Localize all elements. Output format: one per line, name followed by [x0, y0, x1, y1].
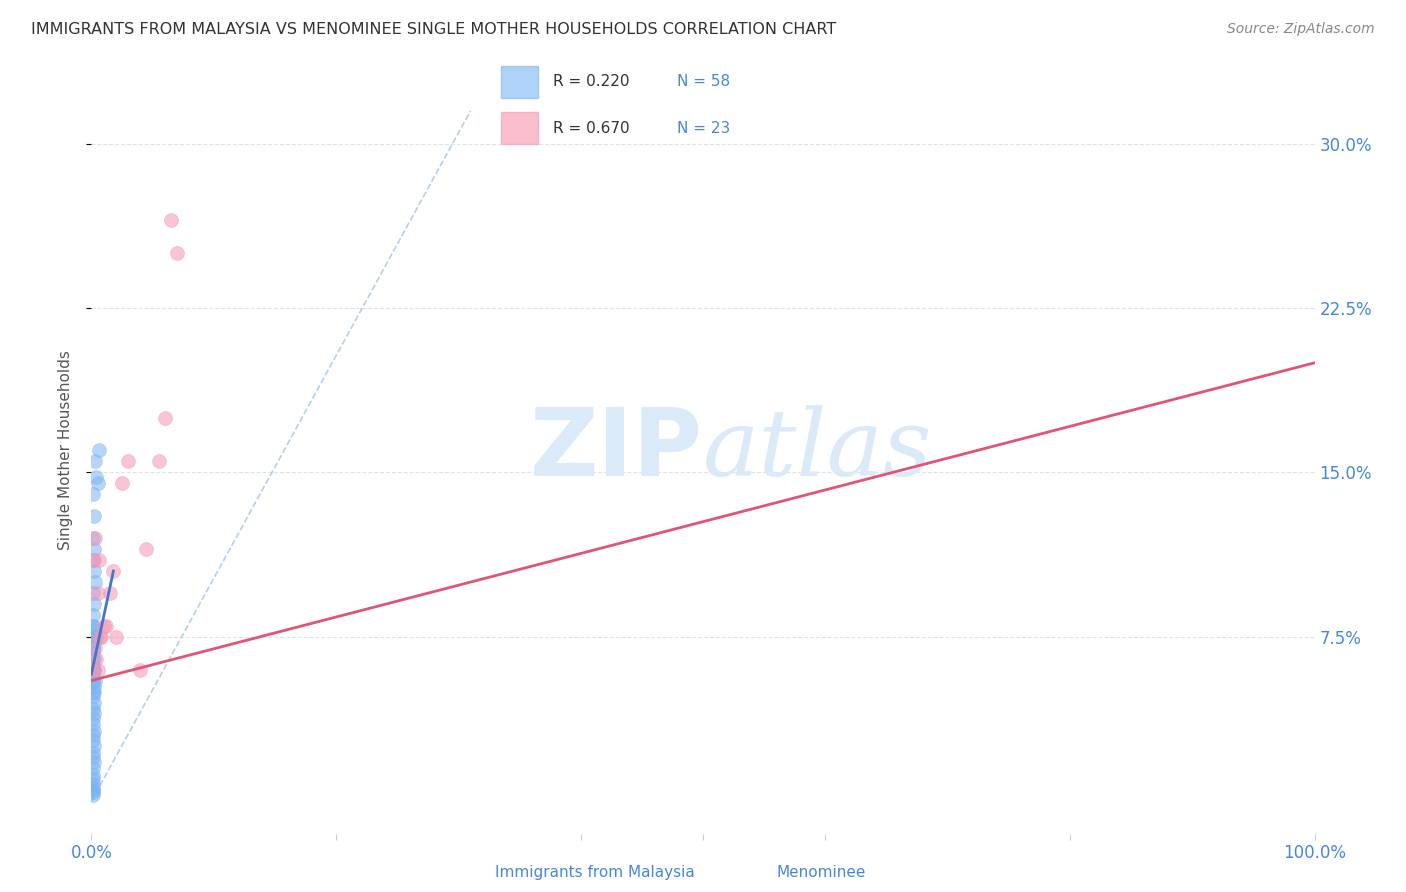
Point [87, 443, 110, 458]
Point [84, 574, 107, 589]
Point [83, 597, 105, 611]
Text: IMMIGRANTS FROM MALAYSIA VS MENOMINEE SINGLE MOTHER HOUSEHOLDS CORRELATION CHART: IMMIGRANTS FROM MALAYSIA VS MENOMINEE SI… [31, 22, 837, 37]
Text: Source: ZipAtlas.com: Source: ZipAtlas.com [1227, 22, 1375, 37]
Point [82, 717, 104, 731]
Point [82, 630, 104, 644]
Point [135, 542, 157, 557]
Point [83, 663, 105, 677]
Point [82, 788, 104, 802]
Point [98, 586, 121, 600]
Point [148, 454, 170, 468]
Point [94, 619, 117, 633]
Point [103, 564, 125, 578]
Point [83, 509, 105, 524]
Point [83, 724, 105, 739]
Point [160, 213, 183, 227]
Point [166, 246, 188, 260]
Text: N = 23: N = 23 [676, 120, 730, 136]
Point [83, 739, 105, 754]
Point [89, 630, 111, 644]
Point [83, 684, 105, 698]
Point [82, 645, 104, 659]
Point [90, 630, 112, 644]
Y-axis label: Single Mother Households: Single Mother Households [58, 351, 73, 550]
Point [82, 776, 104, 790]
Point [83, 663, 105, 677]
Point [82, 732, 104, 747]
Text: Menominee: Menominee [776, 865, 866, 880]
Point [83, 636, 105, 650]
Point [82, 630, 104, 644]
Point [82, 761, 104, 775]
Point [82, 607, 104, 622]
Point [83, 755, 105, 769]
Text: atlas: atlas [703, 406, 932, 495]
Point [82, 673, 104, 688]
Point [84, 630, 107, 644]
Point [84, 673, 107, 688]
Point [104, 630, 127, 644]
Point [111, 476, 134, 491]
Point [82, 702, 104, 716]
Point [153, 410, 176, 425]
Point [84, 469, 107, 483]
Point [82, 785, 104, 799]
Bar [501, 112, 537, 144]
Point [82, 728, 104, 742]
Point [82, 772, 104, 787]
Point [82, 667, 104, 681]
Bar [501, 66, 537, 98]
Point [82, 750, 104, 764]
Point [82, 663, 104, 677]
Point [84, 640, 107, 655]
Point [86, 663, 108, 677]
Point [82, 746, 104, 760]
Point [82, 619, 104, 633]
Point [82, 768, 104, 782]
Text: R = 0.670: R = 0.670 [553, 120, 630, 136]
Point [86, 476, 108, 491]
Point [83, 623, 105, 637]
Point [129, 663, 152, 677]
Point [82, 673, 104, 688]
Point [82, 783, 104, 797]
Point [82, 663, 104, 677]
Point [83, 542, 105, 557]
Point [82, 640, 104, 655]
Point [83, 553, 105, 567]
Point [86, 586, 108, 600]
Point [82, 689, 104, 703]
Point [82, 780, 104, 795]
Point [82, 658, 104, 673]
Point [83, 680, 105, 694]
Point [82, 640, 104, 655]
Point [117, 454, 139, 468]
Point [82, 711, 104, 725]
Point [82, 487, 104, 501]
Point [84, 651, 107, 665]
Text: ZIP: ZIP [530, 404, 703, 497]
Point [82, 586, 104, 600]
Point [82, 619, 104, 633]
Point [83, 696, 105, 710]
Point [82, 651, 104, 665]
Point [82, 553, 104, 567]
Point [84, 454, 107, 468]
Point [93, 619, 115, 633]
Text: Immigrants from Malaysia: Immigrants from Malaysia [495, 865, 695, 880]
Point [83, 706, 105, 721]
Point [84, 531, 107, 545]
Point [83, 651, 105, 665]
Point [87, 553, 110, 567]
Text: R = 0.220: R = 0.220 [553, 74, 630, 89]
Point [82, 531, 104, 545]
Point [82, 684, 104, 698]
Text: N = 58: N = 58 [676, 74, 730, 89]
Point [83, 564, 105, 578]
